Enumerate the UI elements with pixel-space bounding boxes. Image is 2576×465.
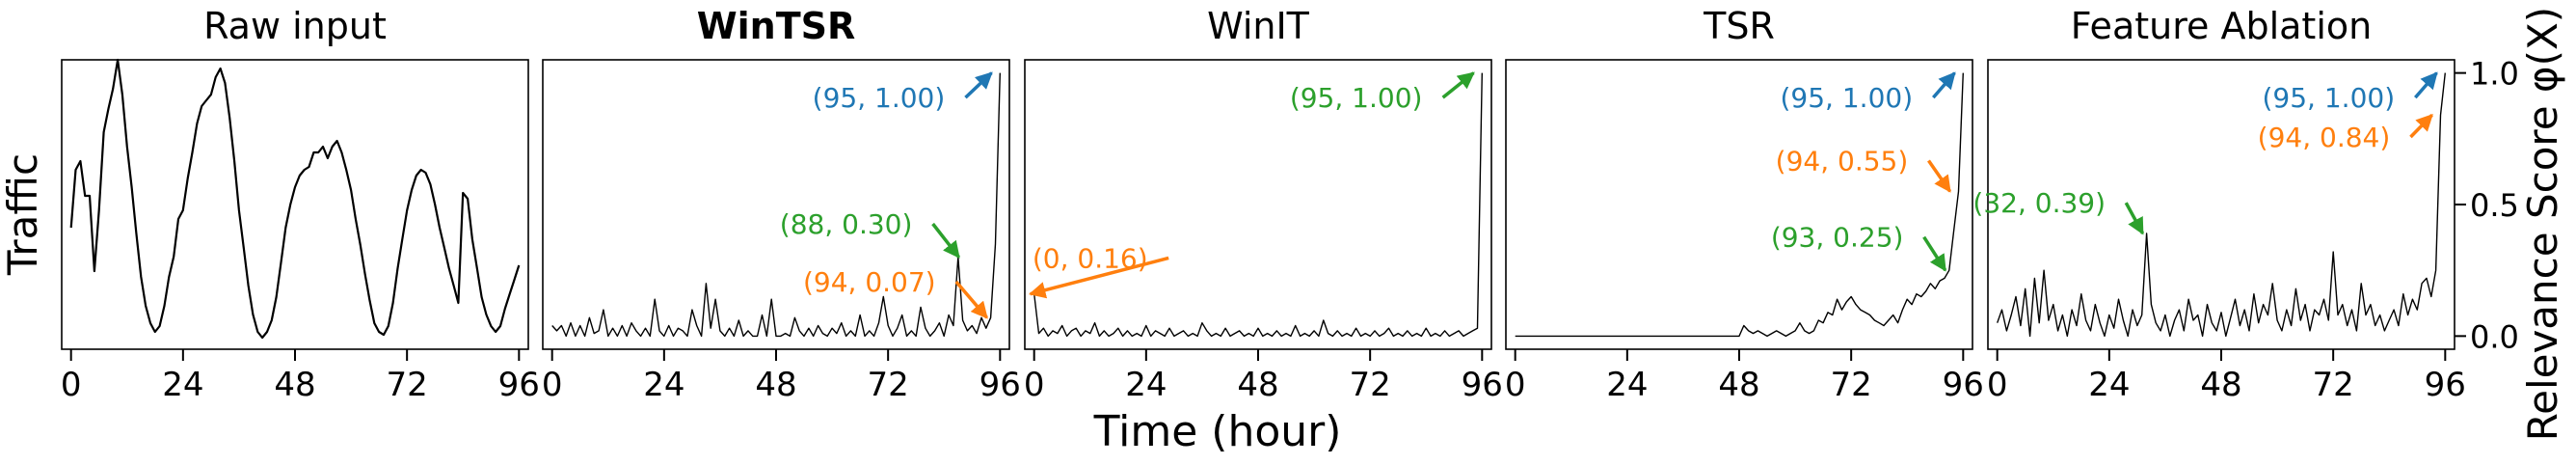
x-tick-label: 24 <box>643 366 684 404</box>
annotation-label: (94, 0.84) <box>2258 122 2391 153</box>
x-tick-label: 96 <box>979 366 1021 404</box>
panel-1: Raw input 0 24 48 72 96 <box>61 5 540 404</box>
annotation-arrow <box>1441 71 1475 99</box>
x-tick-label: 96 <box>2425 366 2466 404</box>
x-tick-label: 0 <box>542 366 563 404</box>
x-tick-label: 0 <box>1024 366 1045 404</box>
y-tick-label: 1.0 <box>2470 56 2519 93</box>
x-tick-label: 24 <box>162 366 203 404</box>
x-tick-label: 48 <box>274 366 315 404</box>
x-tick-label: 96 <box>1462 366 1503 404</box>
annotation-label: (95, 1.00) <box>1290 82 1423 114</box>
annotation-label: (94, 0.07) <box>803 266 936 298</box>
annotation-arrow <box>1927 159 1952 193</box>
x-tick-label: 72 <box>868 366 909 404</box>
annotation-label: (93, 0.25) <box>1771 222 1904 254</box>
x-tick-label: 72 <box>2313 366 2354 404</box>
x-tick-label: 48 <box>1237 366 1278 404</box>
annotation-label: (88, 0.30) <box>780 208 913 240</box>
annotation-arrow <box>1922 235 1947 272</box>
series-line <box>1997 72 2446 338</box>
plot-frame <box>61 59 529 350</box>
annotation-arrow <box>1932 71 1956 99</box>
panel-2: WinTSR 0 24 48 72 96 (95, 1.00) (88, 0.30) (94, … <box>542 5 1021 404</box>
y-axis-label-right: Relevance Score φ(X) <box>2519 7 2566 441</box>
x-tick-label: 48 <box>2200 366 2241 404</box>
annotation-arrow <box>2414 71 2438 99</box>
y-tick-label: 0.5 <box>2470 187 2519 224</box>
x-tick-label: 0 <box>1505 366 1526 404</box>
annotation-arrow <box>1028 256 1169 299</box>
panel-title: Feature Ablation <box>2071 5 2372 47</box>
annotation-arrow <box>2124 202 2145 235</box>
x-tick-label: 0 <box>1987 366 2008 404</box>
x-tick-label: 48 <box>755 366 796 404</box>
series-line <box>1033 72 1483 338</box>
series-line <box>1515 72 1964 338</box>
x-tick-label: 0 <box>61 366 82 404</box>
annotation-arrow <box>2409 114 2433 139</box>
annotation-label: (94, 0.55) <box>1776 146 1909 178</box>
x-tick-label: 72 <box>1350 366 1391 404</box>
panel-title: TSR <box>1703 5 1775 47</box>
annotation-label: (95, 1.00) <box>1781 82 1914 114</box>
annotation-arrow <box>931 222 960 259</box>
x-tick-label: 96 <box>1943 366 1984 404</box>
x-tick-label: 48 <box>1718 366 1759 404</box>
x-tick-label: 72 <box>1831 366 1872 404</box>
series-line <box>69 58 521 340</box>
series-line <box>551 72 1001 338</box>
y-axis-label-left: Traffic <box>0 153 46 276</box>
x-tick-label: 72 <box>387 366 428 404</box>
x-tick-label: 24 <box>1125 366 1167 404</box>
annotation-label: (32, 0.39) <box>1972 187 2106 219</box>
annotation-arrow <box>954 280 988 319</box>
y-tick-label: 0.0 <box>2470 318 2519 355</box>
panel-title: Raw input <box>203 5 387 47</box>
x-tick-label: 24 <box>1606 366 1648 404</box>
panel-5: Feature Ablation 0 24 48 72 960.0 0.5 1.0 (95, 1… <box>1972 5 2518 404</box>
panel-4: TSR 0 24 48 72 96 (95, 1.00) (94, 0.55) (93, 0.2… <box>1505 5 1984 404</box>
annotation-label: (95, 1.00) <box>813 82 946 114</box>
annotation-arrow <box>964 71 993 99</box>
x-tick-label: 24 <box>2088 366 2130 404</box>
x-tick-label: 96 <box>498 366 540 404</box>
panel-title: WinIT <box>1207 5 1310 47</box>
annotation-label: (95, 1.00) <box>2263 82 2396 114</box>
panel-title: WinTSR <box>697 5 856 47</box>
x-axis-label: Time (hour) <box>1093 407 1342 456</box>
